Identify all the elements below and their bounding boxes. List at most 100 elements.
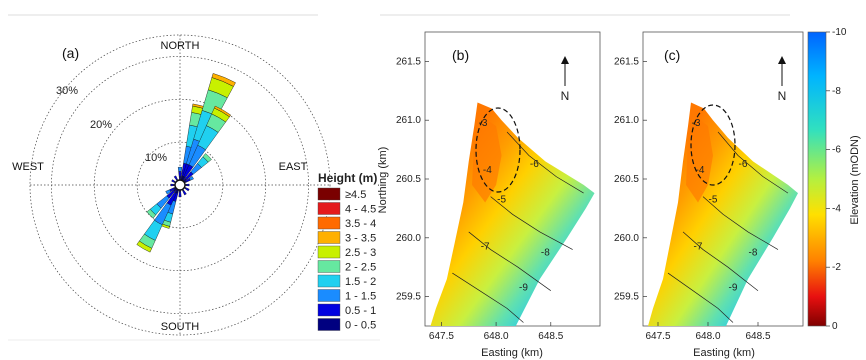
contour-label: -9 <box>729 283 738 294</box>
legend-swatch <box>317 318 341 331</box>
contour-label: -3 <box>692 118 701 129</box>
contours-b: -3 -4 -5 -6 -7 -8 -9 <box>452 118 584 323</box>
y-tick-label: 260.0 <box>396 233 421 244</box>
contour-label: -6 <box>739 159 748 170</box>
colorbar-gradient <box>807 31 827 327</box>
colorbar-tick-label: -6 <box>832 145 841 156</box>
rose-wedge <box>178 171 182 177</box>
colorbar-tick-label: -2 <box>832 262 841 273</box>
compass-north: NORTH <box>161 40 200 52</box>
y-tick-label: 260.5 <box>396 174 421 185</box>
rose-wedge <box>188 175 194 181</box>
highlight-ellipse-b <box>475 107 521 193</box>
ticks-c: 647.5 648.0 648.5 259.5 260.0 260.5 261.0 261.5 <box>614 56 771 342</box>
y-tick-label: 259.5 <box>396 292 421 303</box>
x-tick-label: 647.5 <box>645 331 670 342</box>
legend-swatch <box>317 260 341 273</box>
contour-line <box>468 231 551 292</box>
compass-south: SOUTH <box>161 321 200 333</box>
legend-items: ≥4.5 4 - 4.5 3.5 - 4 3 - 3.5 2.5 - 3 2 - 2.5 1… <box>317 187 376 332</box>
legend-label: 1.5 - 2 <box>345 276 376 288</box>
north-arrow-head-b <box>561 56 569 64</box>
rose-wedge <box>186 183 190 187</box>
contour-line <box>667 272 734 323</box>
rose-center <box>174 179 186 191</box>
contour-label: -8 <box>541 247 550 258</box>
compass-west: WEST <box>12 161 44 173</box>
rose-wedge <box>173 175 178 180</box>
contour-label: -6 <box>530 159 539 170</box>
radial-tick-10: 10% <box>145 152 167 164</box>
rose-grid <box>29 34 331 336</box>
y-tick-label: 261.0 <box>614 115 639 126</box>
legend-swatch <box>317 202 341 215</box>
north-label-c: N <box>778 89 787 103</box>
rose-wedge <box>182 190 187 196</box>
contour-line <box>682 231 759 291</box>
rose-wedge <box>170 183 174 187</box>
legend-label: 3 - 3.5 <box>345 233 376 245</box>
y-axis-label-b: Northing (km) <box>377 147 389 214</box>
map-panel-b: -3 -4 -5 -6 -7 -8 -9 647.5 648.0 648.5 259.5 260.0… <box>377 31 601 359</box>
contour-label: -3 <box>479 118 488 129</box>
y-tick-label: 261.5 <box>614 56 639 67</box>
contour-label: -7 <box>694 242 703 253</box>
wind-rose: (a) NORTH EAST SOUTH WEST 10% 20% 30% <box>12 34 331 336</box>
legend-label: 2.5 - 3 <box>345 247 376 259</box>
highlight-ellipse-c <box>690 104 736 186</box>
legend-label: 2 - 2.5 <box>345 262 376 274</box>
rose-wedge <box>177 166 183 172</box>
y-tick-label: 260.5 <box>614 174 639 185</box>
rose-wedge <box>171 179 175 183</box>
legend-label: 1 - 1.5 <box>345 291 376 303</box>
legend: Height (m) ≥4.5 4 - 4.5 3.5 - 4 3 - 3.5 2.5 … <box>317 171 377 332</box>
rose-wedge <box>146 208 157 219</box>
colorbar-tick-label: 0 <box>832 321 838 332</box>
contours-c: -3 -4 -5 -6 -7 -8 -9 <box>667 118 789 323</box>
panel-label-c: (c) <box>664 47 680 63</box>
contour-label: -8 <box>749 247 758 258</box>
rose-wedge <box>178 191 182 198</box>
x-tick-label: 648.0 <box>695 331 720 342</box>
rose-wedge <box>165 189 172 195</box>
legend-swatch <box>317 216 341 230</box>
legend-label: 0 - 0.5 <box>345 320 376 332</box>
colorbar: -10 -8 -6 -4 -2 0 Elevation (mODN) <box>807 27 861 332</box>
legend-swatch <box>317 231 341 244</box>
north-arrow-head-c <box>778 56 786 64</box>
north-label-b: N <box>561 89 570 103</box>
x-tick-label: 648.0 <box>484 331 509 342</box>
map-panel-c: -3 -4 -5 -6 -7 -8 -9 647.5 648.0 648.5 259.5 260.0… <box>614 31 804 359</box>
legend-label: 0.5 - 1 <box>345 305 376 317</box>
ticks-b: 647.5 648.0 648.5 259.5 260.0 260.5 261.0 261.5 <box>396 56 564 342</box>
contour-line <box>452 272 524 323</box>
panel-label-a: (a) <box>62 45 79 61</box>
contour-line <box>506 131 584 194</box>
contour-line <box>490 196 573 250</box>
colorbar-tick-label: -4 <box>832 203 841 214</box>
rose-wedge <box>136 240 153 253</box>
x-tick-label: 647.5 <box>429 331 454 342</box>
legend-swatch <box>317 303 341 317</box>
contour-label: -5 <box>497 195 506 206</box>
contour-label: -5 <box>709 195 718 206</box>
shallow-region <box>686 114 713 203</box>
contour-label: -4 <box>483 165 492 176</box>
legend-swatch <box>317 187 341 201</box>
contour-label: -7 <box>481 242 490 253</box>
x-tick-label: 648.5 <box>745 331 770 342</box>
colorbar-ticks: -10 -8 -6 -4 -2 0 <box>826 27 847 332</box>
colorbar-tick-label: -10 <box>832 27 847 38</box>
rose-wedge <box>202 153 212 163</box>
legend-swatch <box>317 245 341 259</box>
legend-label: ≥4.5 <box>345 189 366 201</box>
legend-label: 3.5 - 4 <box>345 218 376 230</box>
x-axis-label-b: Easting (km) <box>481 347 543 359</box>
shallow-region <box>472 114 502 203</box>
contour-line <box>717 131 789 194</box>
y-tick-label: 261.5 <box>396 56 421 67</box>
rose-ring-outer <box>29 34 331 336</box>
radial-tick-20: 20% <box>90 119 112 131</box>
x-axis-label-c: Easting (km) <box>693 347 755 359</box>
